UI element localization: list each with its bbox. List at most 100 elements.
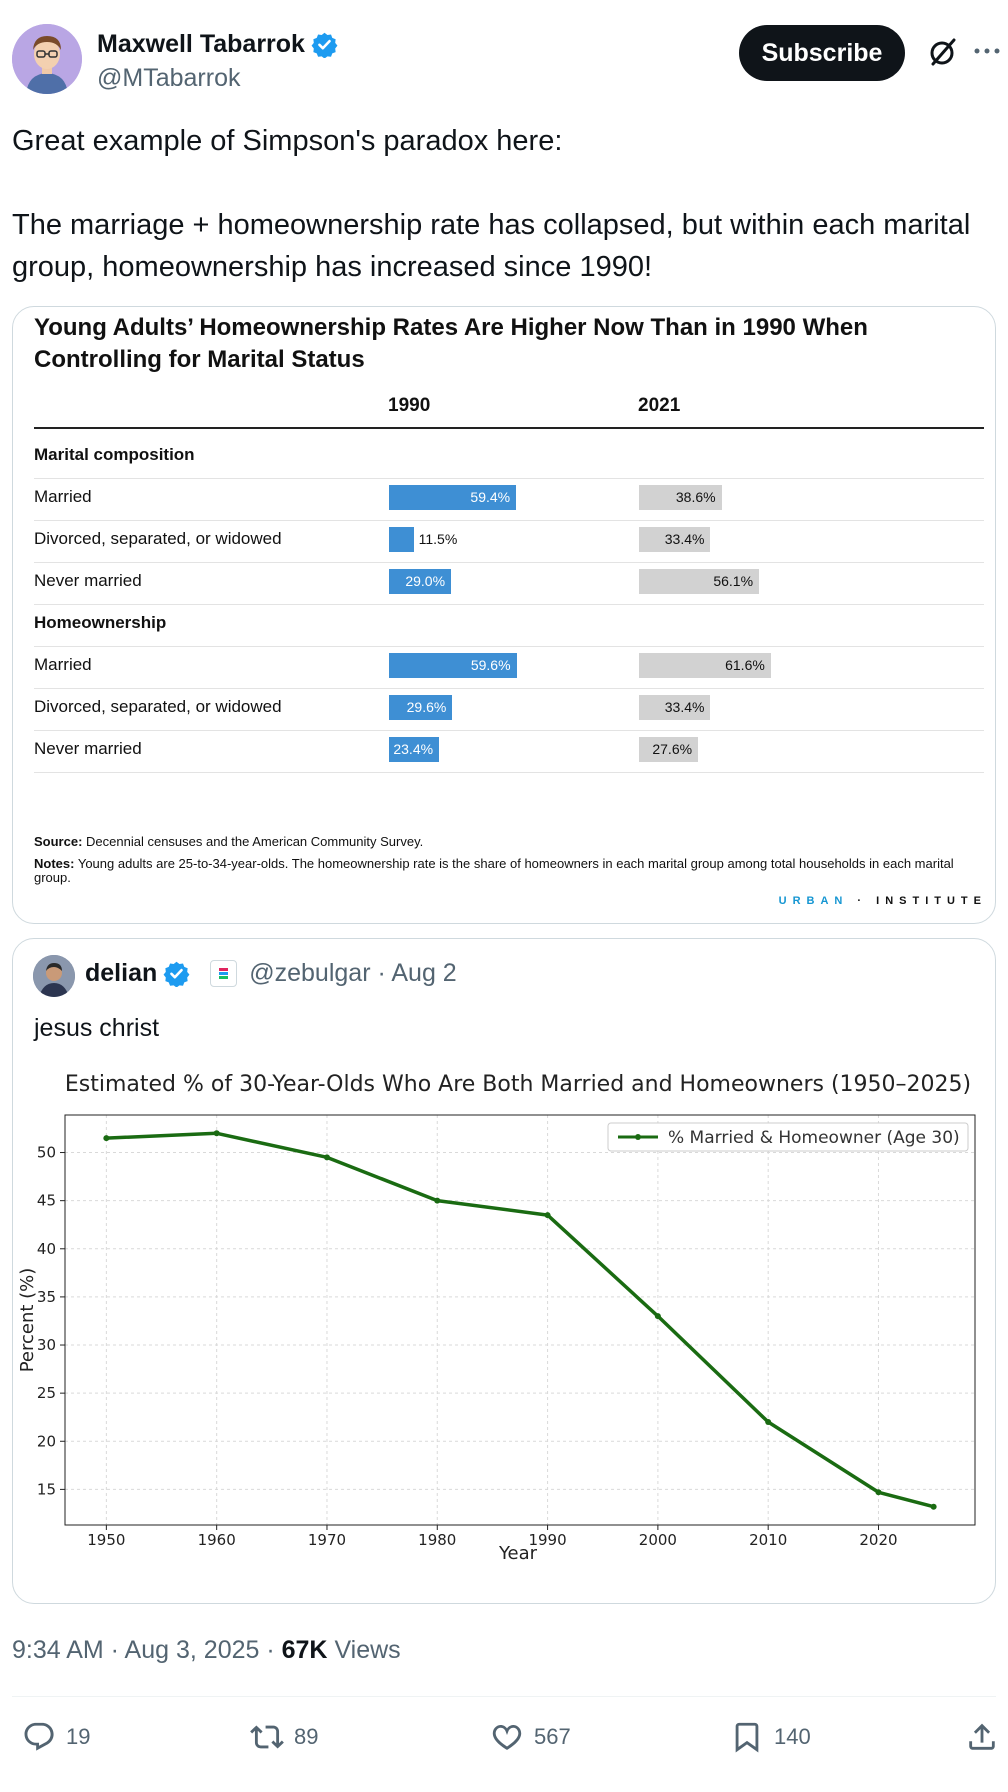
- quoted-author-row: delian @zebulgar · Aug 2: [85, 959, 457, 988]
- share-icon: [969, 1723, 995, 1750]
- data-point: [654, 1313, 661, 1320]
- table-row: Never married 23.4% 27.6%: [34, 725, 984, 773]
- chart-legend: % Married & Homeowner (Age 30): [607, 1122, 969, 1152]
- legend-marker: [635, 1134, 641, 1140]
- bar-value-label: 61.6%: [725, 657, 765, 673]
- data-point: [213, 1130, 220, 1137]
- quoted-author-avatar[interactable]: [33, 955, 75, 997]
- x-tick-label: 1990: [528, 1531, 566, 1549]
- data-point: [765, 1419, 772, 1426]
- like-button[interactable]: 567: [490, 1720, 571, 1754]
- more-options-icon[interactable]: [972, 36, 1002, 66]
- bar-value-label: 29.0%: [405, 573, 446, 589]
- row-label: Never married: [34, 739, 142, 758]
- y-axis-label: Percent (%): [17, 1268, 38, 1373]
- tweet-meta: 9:34 AM · Aug 3, 2025 · 67K Views: [12, 1636, 401, 1665]
- affiliation-badge-icon: [210, 960, 238, 987]
- data-point: [930, 1503, 937, 1510]
- quoted-tweet-card[interactable]: delian @zebulgar · Aug 2 jesus christ Es…: [12, 938, 996, 1604]
- bar-value-label: 11.5%: [418, 531, 458, 547]
- legend-box: [607, 1122, 969, 1152]
- reply-count: 19: [66, 1724, 91, 1749]
- bar-2021: 33.4%: [639, 527, 711, 552]
- y-tick-label: 15: [37, 1480, 56, 1498]
- line-chart: Estimated % of 30-Year-Olds Who Are Both…: [17, 1072, 976, 1564]
- views-label: Views: [327, 1636, 401, 1664]
- y-tick-label: 30: [37, 1336, 56, 1354]
- grok-icon[interactable]: [927, 36, 959, 68]
- y-tick-label: 40: [37, 1240, 56, 1258]
- table-row: Divorced, separated, or widowed 11.5% 33.4…: [34, 515, 984, 563]
- repost-count: 89: [294, 1724, 319, 1749]
- legend-entry: % Married & Homeowner (Age 30): [668, 1128, 960, 1148]
- divider: [12, 1696, 996, 1697]
- column-header-2021: 2021: [638, 395, 681, 416]
- verified-badge-icon: [311, 32, 338, 58]
- quoted-author-name[interactable]: delian: [85, 959, 158, 987]
- reply-button[interactable]: 19: [22, 1720, 90, 1754]
- y-tick-label: 20: [37, 1432, 56, 1450]
- x-tick-label: 1950: [87, 1531, 125, 1549]
- x-axis-label: Year: [498, 1543, 538, 1564]
- series-line: [106, 1131, 935, 1509]
- bar-value-label: 33.4%: [664, 699, 705, 715]
- bar-1990: 23.4%: [389, 737, 440, 762]
- bookmark-icon: [735, 1722, 759, 1753]
- bar-1990: [389, 527, 414, 552]
- x-tick-label: 1970: [308, 1531, 346, 1549]
- bar-value-label: 27.6%: [652, 741, 693, 757]
- y-tick-label: 35: [37, 1288, 56, 1306]
- data-point: [434, 1197, 441, 1204]
- quoted-handle-date[interactable]: @zebulgar · Aug 2: [249, 959, 457, 987]
- x-tick-label: 2020: [859, 1531, 897, 1549]
- bar-value-label: 23.4%: [393, 741, 434, 757]
- table-row: Divorced, separated, or widowed 29.6% 33.4…: [34, 683, 984, 731]
- table-row: Married 59.6% 61.6%: [34, 641, 984, 689]
- bar-value-label: 59.4%: [470, 489, 511, 505]
- subscribe-button[interactable]: Subscribe: [739, 25, 905, 81]
- quoted-tweet-text: jesus christ: [34, 1014, 160, 1042]
- tweet-timestamp[interactable]: 9:34 AM · Aug 3, 2025 ·: [12, 1636, 282, 1664]
- chart-title: Estimated % of 30-Year-Olds Who Are Both…: [65, 1072, 971, 1097]
- bar-1990: 59.4%: [389, 485, 517, 510]
- bar-1990: 59.6%: [389, 653, 517, 678]
- data-point: [103, 1135, 110, 1142]
- y-tick-label: 45: [37, 1192, 56, 1210]
- author-name[interactable]: Maxwell Tabarrok: [97, 30, 305, 58]
- header-rule: [34, 427, 984, 429]
- author-avatar[interactable]: [12, 24, 82, 94]
- section-label: Marital composition: [34, 445, 195, 464]
- repost-button[interactable]: 89: [250, 1720, 318, 1754]
- bar-2021: 38.6%: [639, 485, 722, 510]
- bar-1990: 29.0%: [389, 569, 452, 594]
- author-name-row: Maxwell Tabarrok: [97, 30, 338, 59]
- x-tick-label: 2010: [749, 1531, 787, 1549]
- bar-value-label: 56.1%: [713, 573, 754, 589]
- tweet-text: Great example of Simpson's paradox here:…: [12, 120, 992, 288]
- chart-series: [103, 1130, 937, 1510]
- bar-value-label: 59.6%: [470, 657, 511, 673]
- data-point: [544, 1212, 551, 1219]
- chart-grid: [65, 1115, 975, 1525]
- share-button[interactable]: [965, 1720, 999, 1754]
- data-point: [323, 1154, 330, 1161]
- section-label: Homeownership: [34, 613, 167, 632]
- bookmark-button[interactable]: 140: [730, 1720, 811, 1754]
- verified-badge-icon: [163, 961, 190, 987]
- row-label: Divorced, separated, or widowed: [34, 697, 282, 716]
- bar-2021: 27.6%: [639, 737, 699, 762]
- author-handle[interactable]: @MTabarrok: [97, 64, 241, 92]
- plot-frame: [64, 1114, 976, 1526]
- x-tick-label: 1980: [418, 1531, 456, 1549]
- table-row: Married 59.4% 38.6%: [34, 473, 984, 521]
- section-header: Homeownership: [34, 599, 984, 647]
- reply-icon: [24, 1722, 54, 1751]
- bar-2021: 61.6%: [639, 653, 771, 678]
- tweet-text-line-2: The marriage + homeownership rate has co…: [12, 209, 971, 283]
- data-point: [875, 1489, 882, 1496]
- bar-value-label: 29.6%: [406, 699, 447, 715]
- attached-image-card[interactable]: Young Adults’ Homeownership Rates Are Hi…: [12, 306, 996, 924]
- axis-ticks: 1950 1960 1970 1980 1990 2000 2010 2020 15 20 25 30…: [37, 1144, 898, 1549]
- card-notes: Notes: Young adults are 25-to-34-year-ol…: [34, 856, 954, 885]
- bar-1990: 29.6%: [389, 695, 453, 720]
